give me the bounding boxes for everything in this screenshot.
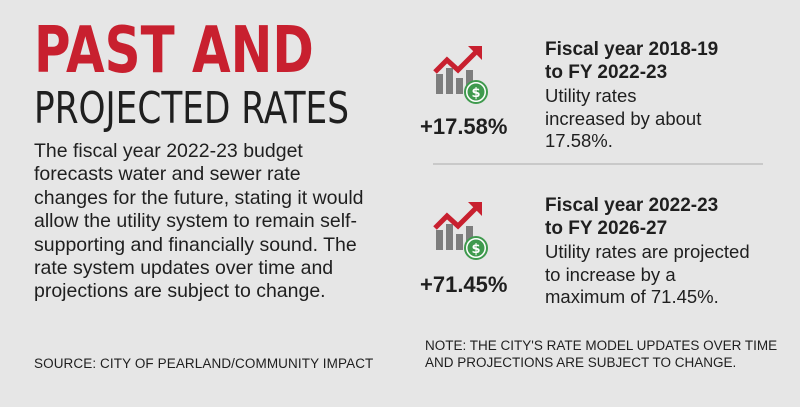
rising-bar-chart-dollar-icon: $ <box>433 202 488 260</box>
stat-description: Utility rates increased by about 17.58%. <box>545 85 702 151</box>
rising-bar-chart-dollar-icon: $ <box>433 46 488 104</box>
stat-heading-line: Fiscal year 2022-23 <box>545 195 719 216</box>
stat-percent: +71.45% <box>420 272 508 297</box>
footnote: NOTE: THE CITY'S RATE MODEL UPDATES OVER… <box>425 338 778 370</box>
stat-heading-line: to FY 2022-23 <box>545 61 668 83</box>
intro-paragraph: The fiscal year 2022-23 budget forecasts… <box>34 140 364 303</box>
stat-heading-line: to FY 2026-27 <box>545 217 668 239</box>
source-credit: SOURCE: CITY OF PEARLAND/COMMUNITY IMPAC… <box>34 356 374 371</box>
stat-heading-line: Fiscal year 2018-19 <box>545 39 719 60</box>
stat-description: Utility rates are projected to increase … <box>545 241 750 307</box>
stat-heading: Fiscal year 2022-23 to FY 2026-27 <box>545 195 785 240</box>
stat-heading: Fiscal year 2018-19 to FY 2022-23 <box>545 39 785 84</box>
stat-percent: +17.58% <box>420 114 508 139</box>
title-main: PAST AND <box>34 14 314 88</box>
svg-text:$: $ <box>471 242 480 257</box>
section-divider <box>433 163 763 165</box>
title-sub: PROJECTED RATES <box>34 83 350 134</box>
svg-text:$: $ <box>471 86 480 101</box>
